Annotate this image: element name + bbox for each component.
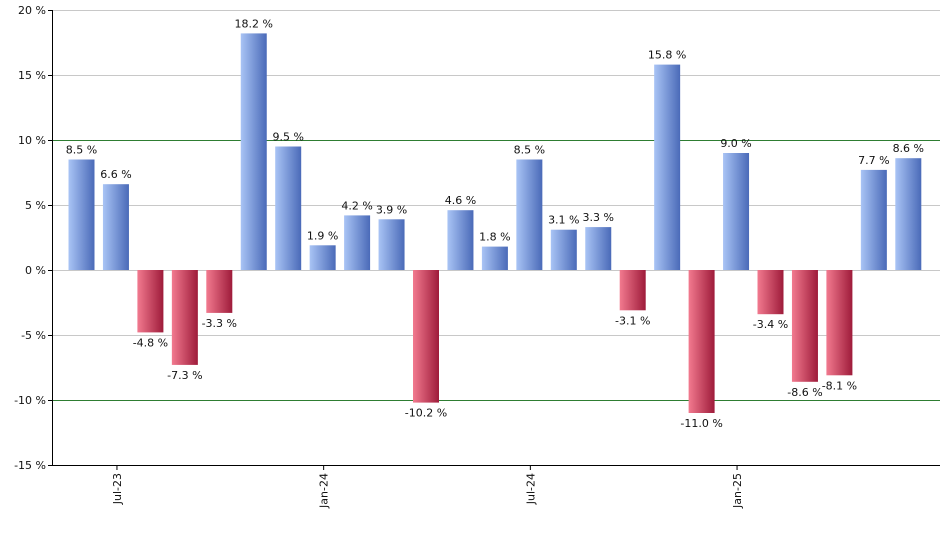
bar-value-label: 4.6 %: [445, 194, 476, 207]
bar-value-label: -7.3 %: [167, 369, 202, 382]
bar: [68, 159, 95, 270]
x-tick-label: Jul-23: [111, 473, 124, 505]
bar: [378, 219, 405, 270]
bar: [723, 153, 750, 270]
bar-value-label: -3.1 %: [615, 314, 650, 327]
y-tick-label: 5 %: [25, 199, 46, 212]
bar-value-label: -11.0 %: [680, 417, 722, 430]
x-tick-label: Jul-24: [524, 473, 537, 505]
y-tick-label: 15 %: [18, 69, 46, 82]
bar: [171, 270, 198, 365]
bar-value-label: 15.8 %: [648, 49, 686, 62]
bar-value-label: 3.9 %: [376, 203, 407, 216]
bar: [860, 169, 887, 270]
bar-value-label: 1.8 %: [479, 231, 510, 244]
bar: [137, 270, 164, 333]
x-tick-label: Jan-25: [731, 473, 744, 509]
bar: [619, 270, 646, 311]
bar-value-label: 18.2 %: [235, 17, 273, 30]
bar: [550, 229, 577, 270]
bar-value-label: 7.7 %: [858, 154, 889, 167]
x-tick-label: Jan-24: [318, 473, 331, 509]
bar: [102, 184, 129, 270]
bar-value-label: 3.1 %: [548, 214, 579, 227]
y-tick-label: -10 %: [14, 394, 46, 407]
bar: [206, 270, 233, 313]
y-tick-label: 0 %: [25, 264, 46, 277]
bar: [688, 270, 715, 413]
grid-lines: [52, 10, 940, 466]
bars: [68, 33, 922, 413]
bar-value-label: 6.6 %: [100, 168, 131, 181]
y-tick-label: 10 %: [18, 134, 46, 147]
bar: [447, 210, 474, 270]
bar-value-label: -8.6 %: [787, 386, 822, 399]
bar: [344, 215, 371, 270]
bar-value-label: -4.8 %: [133, 336, 168, 349]
data-labels: 8.5 %6.6 %-4.8 %-7.3 %-3.3 %18.2 %9.5 %1…: [66, 17, 924, 430]
bar-value-label: -3.3 %: [202, 317, 237, 330]
bar: [895, 158, 922, 270]
bar: [481, 246, 508, 270]
bar-value-label: 9.5 %: [272, 131, 303, 144]
bar-value-label: 3.3 %: [583, 211, 614, 224]
bar-value-label: -8.1 %: [822, 379, 857, 392]
bar-value-label: 9.0 %: [720, 137, 751, 150]
bar-value-label: 8.5 %: [66, 144, 97, 157]
bar: [585, 227, 612, 270]
bar: [240, 33, 267, 271]
bar: [275, 146, 302, 270]
y-tick-label: 20 %: [18, 4, 46, 17]
bar-value-label: -10.2 %: [405, 407, 447, 420]
bar: [826, 270, 853, 376]
bar: [757, 270, 784, 315]
y-tick-label: -15 %: [14, 459, 46, 472]
bar: [516, 159, 543, 270]
bar-value-label: 1.9 %: [307, 229, 338, 242]
bar-value-label: 8.5 %: [514, 144, 545, 157]
bar: [413, 270, 439, 403]
bar: [791, 270, 818, 382]
axes: 20 % 15 % 10 % 5 % 0 % -5 % -10 % -15 % Jul-23 Ja…: [14, 4, 940, 509]
bar: [654, 64, 681, 270]
y-tick-label: -5 %: [21, 329, 46, 342]
bar: [309, 245, 336, 270]
bar-value-label: 8.6 %: [893, 142, 924, 155]
bar-value-label: 4.2 %: [341, 199, 372, 212]
bar-value-label: -3.4 %: [753, 318, 788, 331]
